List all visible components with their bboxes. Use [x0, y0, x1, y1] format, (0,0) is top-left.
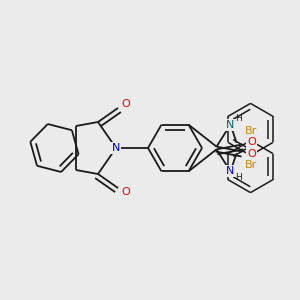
Text: O: O: [247, 137, 256, 147]
Text: O: O: [122, 187, 130, 197]
Text: Br: Br: [244, 126, 256, 136]
Text: N: N: [226, 120, 235, 130]
Text: Br: Br: [244, 160, 256, 170]
Text: O: O: [122, 99, 130, 109]
Text: H: H: [235, 173, 242, 182]
Text: H: H: [235, 114, 242, 123]
Text: N: N: [226, 167, 235, 176]
Text: N: N: [112, 143, 120, 153]
Text: O: O: [247, 148, 256, 159]
